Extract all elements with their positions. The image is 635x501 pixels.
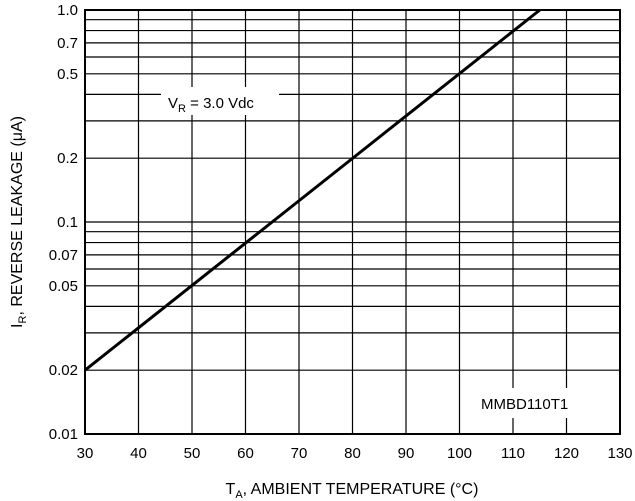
y-tick-label: 0.05 [49, 278, 78, 295]
part-number-annotation-bg [471, 388, 589, 418]
plot-frame [84, 9, 621, 435]
x-tick-label: 120 [554, 445, 579, 462]
x-tick-label: 110 [501, 445, 525, 462]
part-number-text: MMBD110T1 [481, 396, 568, 413]
grid [84, 9, 621, 435]
x-axis-title: TA, AMBIENT TEMPERATURE (°C) [226, 481, 479, 501]
x-tick-label: 80 [344, 445, 361, 462]
x-tick-label: 90 [398, 445, 415, 462]
y-tick-label: 0.5 [57, 66, 78, 83]
series-line [84, 8, 541, 372]
y-tick-label: 0.02 [49, 362, 78, 379]
y-tick-label: 0.2 [57, 150, 78, 167]
voltage-annotation-text: VR = 3.0 Vdc [168, 95, 254, 115]
x-tick-label: 70 [291, 445, 308, 462]
x-tick-label: 60 [237, 445, 254, 462]
y-axis-title: IR, REVERSE LEAKAGE (μA) [9, 116, 29, 328]
part-number-annotation: MMBD110T1 [471, 388, 589, 418]
y-tick-label: 0.07 [49, 247, 78, 264]
x-tick-labels: 30 40 50 60 70 80 90 100 110 120 130 [77, 445, 633, 462]
data-layer [84, 8, 541, 372]
x-tick-label: 40 [130, 445, 147, 462]
voltage-annotation: VR = 3.0 Vdc [161, 87, 279, 115]
x-tick-label: 30 [77, 445, 94, 462]
y-tick-label: 0.01 [49, 426, 78, 443]
y-tick-label: 0.7 [57, 35, 78, 52]
x-tick-label: 100 [447, 445, 472, 462]
voltage-annotation-bg [161, 87, 279, 115]
y-tick-labels: 1.0 0.7 0.5 0.2 0.1 0.07 0.05 0.02 0.01 [49, 2, 78, 443]
y-tick-label: 1.0 [57, 2, 78, 19]
y-tick-label: 0.1 [57, 214, 78, 231]
x-tick-label: 50 [184, 445, 201, 462]
x-tick-label: 130 [607, 445, 632, 462]
